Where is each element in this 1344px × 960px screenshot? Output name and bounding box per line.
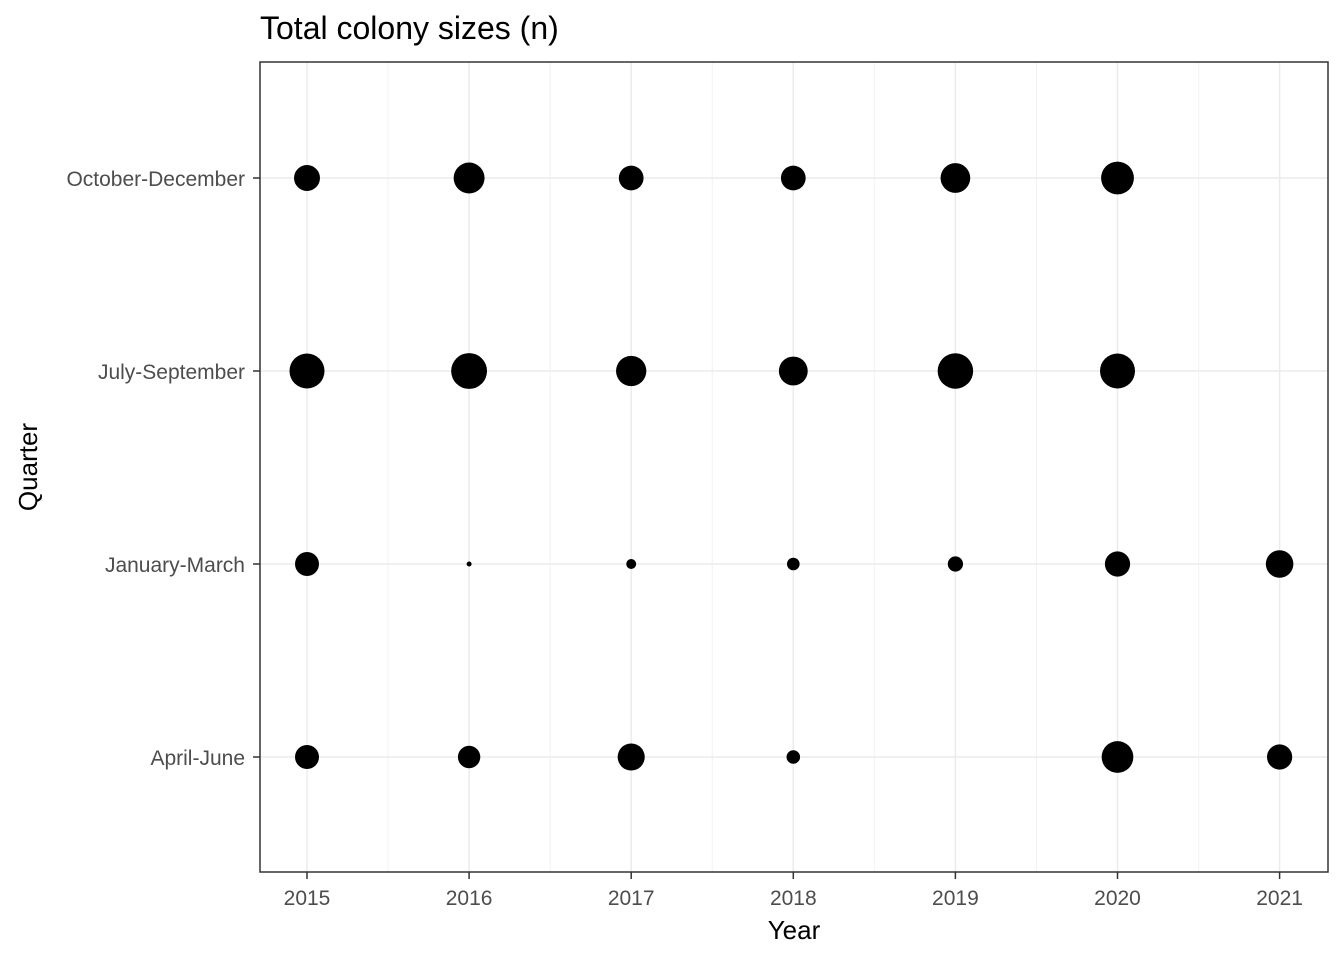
- point-2020-january-march: [1104, 551, 1131, 577]
- y-tick-label-october-december: October-December: [66, 168, 245, 191]
- point-2021-january-march: [1265, 550, 1294, 578]
- y-tick-label-january-march: January-March: [105, 554, 245, 577]
- major-gridlines: [260, 62, 1328, 872]
- y-axis-tick-labels: April-June January-March July-September Oct…: [66, 168, 245, 770]
- y-tick-label-july-september: July-September: [98, 361, 245, 384]
- minor-gridlines: [387, 62, 1200, 872]
- point-2015-october-december: [294, 165, 320, 191]
- point-2019-january-march: [947, 556, 964, 572]
- data-points: [289, 161, 1294, 773]
- y-axis-ticks: [253, 177, 260, 758]
- point-2020-july-september: [1100, 353, 1135, 389]
- point-2019-october-december: [940, 163, 971, 193]
- point-2015-january-march: [295, 552, 319, 576]
- point-2015-july-september: [289, 353, 325, 389]
- point-2018-april-june: [786, 750, 801, 764]
- x-tick-label-2016: 2016: [446, 887, 493, 910]
- y-tick-label-april-june: April-June: [150, 747, 245, 770]
- point-2017-april-june: [617, 743, 645, 771]
- chart-title: Total colony sizes (n): [260, 10, 559, 46]
- x-axis-ticks: [306, 872, 1281, 879]
- point-2020-october-december: [1101, 161, 1134, 195]
- point-2016-april-june: [457, 745, 481, 769]
- point-2017-july-september: [616, 355, 647, 387]
- x-tick-label-2018: 2018: [770, 887, 817, 910]
- point-2017-january-march: [626, 559, 637, 569]
- x-tick-label-2019: 2019: [932, 887, 979, 910]
- x-tick-label-2020: 2020: [1094, 887, 1141, 910]
- point-2016-january-march: [466, 561, 472, 567]
- point-2016-october-december: [453, 162, 485, 194]
- point-2017-october-december: [618, 165, 644, 191]
- point-2020-april-june: [1101, 741, 1134, 773]
- point-2019-july-september: [937, 353, 974, 389]
- point-2021-april-june: [1266, 744, 1293, 770]
- x-tick-label-2015: 2015: [284, 887, 331, 910]
- point-2018-january-march: [786, 557, 800, 571]
- x-axis-tick-labels: 2015 2016 2017 2018 2019 2020 2021: [284, 887, 1303, 910]
- x-tick-label-2017: 2017: [608, 887, 655, 910]
- point-2018-october-december: [780, 165, 806, 191]
- x-tick-label-2021: 2021: [1256, 887, 1303, 910]
- point-2016-july-september: [451, 353, 488, 389]
- point-2015-april-june: [295, 745, 319, 769]
- y-axis-title: Quarter: [13, 423, 43, 511]
- x-axis-title: Year: [768, 915, 821, 945]
- point-2018-july-september: [778, 356, 808, 386]
